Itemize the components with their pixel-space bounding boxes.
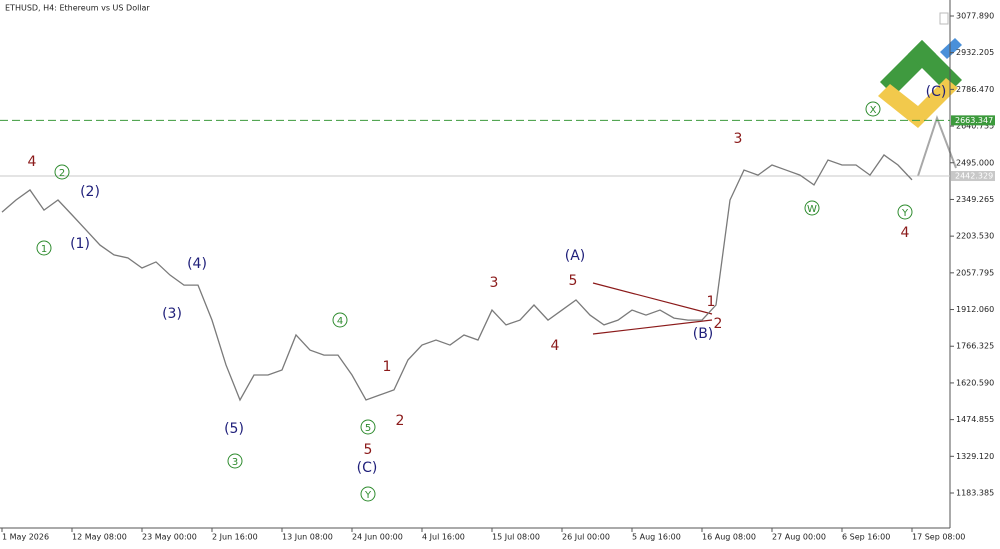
- logo-part: [940, 38, 962, 59]
- wave-label: 3: [232, 457, 238, 468]
- x-tick-label: 13 Jun 08:00: [282, 533, 333, 542]
- wave-label: Y: [364, 490, 372, 501]
- x-tick-label: 2 Jun 16:00: [212, 533, 258, 542]
- x-tick-label: 15 Jul 08:00: [492, 533, 540, 542]
- x-tick-label: 16 Aug 08:00: [702, 533, 756, 542]
- wave-label: 3: [734, 131, 743, 147]
- y-tick-label: 2786.470: [956, 85, 994, 94]
- level-label: 2663.347: [955, 116, 993, 125]
- wave-label: X: [870, 105, 877, 116]
- y-tick-label: 2203.530: [956, 232, 994, 241]
- wave-label: Y: [901, 208, 909, 219]
- trend-line: [592, 282, 713, 315]
- button[interactable]: [939, 12, 949, 25]
- y-tick-label: 1329.120: [956, 452, 994, 461]
- triangle: [592, 282, 713, 335]
- wave-label: (4): [187, 256, 207, 272]
- chart-title: ETHUSD, H4: Ethereum vs US Dollar: [5, 4, 150, 13]
- wave-label: 2: [396, 413, 405, 429]
- y-tick-label: 1766.325: [956, 342, 994, 351]
- wave-circle: [360, 419, 376, 435]
- y-tick-label: 2495.000: [956, 158, 994, 167]
- y-tick-label: 2349.265: [956, 195, 994, 204]
- price-line: [1, 154, 913, 402]
- wave-label: 4: [28, 154, 37, 170]
- wave-label: (B): [693, 326, 714, 342]
- level-label: 2442.329: [955, 172, 993, 181]
- wave-label: 4: [337, 316, 343, 327]
- wave-label: 4: [551, 338, 560, 354]
- y-tick-label: 1620.590: [956, 378, 994, 387]
- y-tick-label: 2932.205: [956, 48, 994, 57]
- y-tick-label: 2640.735: [956, 122, 994, 131]
- wave-label: (A): [565, 248, 586, 264]
- wave-label: 5: [569, 273, 578, 289]
- level-box: [951, 115, 995, 126]
- wave-circle: [332, 312, 348, 328]
- wave-label: (C): [926, 84, 947, 100]
- wave-label: (2): [80, 184, 100, 200]
- x-tick-label: 1 May 2026: [2, 533, 49, 542]
- x-tick-label: 6 Sep 16:00: [842, 533, 890, 542]
- wave-circle: [804, 200, 820, 216]
- level-box: [951, 171, 995, 182]
- x-tick-label: 27 Aug 00:00: [772, 533, 826, 542]
- logo-part: [878, 78, 958, 128]
- wave-label: 2: [59, 168, 65, 179]
- y-tick-label: 1183.385: [956, 489, 994, 498]
- x-tick-label: 26 Jul 00:00: [562, 533, 610, 542]
- logo: [878, 38, 962, 128]
- wave-circle: [865, 101, 881, 117]
- wave-label: 1: [383, 359, 392, 375]
- x-tick-label: 4 Jul 16:00: [422, 533, 465, 542]
- wave-circle: [36, 240, 52, 256]
- wave-label: 5: [364, 442, 373, 458]
- x-tick-label: 5 Aug 16:00: [632, 533, 681, 542]
- y-tick-label: 2057.795: [956, 268, 994, 277]
- wave-label: 4: [901, 225, 910, 241]
- wave-label: 1: [41, 244, 47, 255]
- wave-label: 2: [714, 316, 723, 332]
- wave-label: W: [807, 204, 817, 215]
- wave-circle: [227, 453, 243, 469]
- y-tick-label: 1912.060: [956, 305, 994, 314]
- wave-label: (3): [162, 306, 182, 322]
- wave-label: 3: [490, 275, 499, 291]
- x-tick-label: 17 Sep 08:00: [912, 533, 965, 542]
- wave-circle: [360, 486, 376, 502]
- x-tick-label: 23 May 00:00: [142, 533, 197, 542]
- x-tick-label: 24 Jun 00:00: [352, 533, 403, 542]
- wave-label: 5: [365, 423, 371, 434]
- wave-circle: [897, 204, 913, 220]
- wave-circle: [54, 164, 70, 180]
- y-tick-label: 1474.855: [956, 415, 994, 424]
- wave-label: 1: [707, 294, 716, 310]
- wave-label: (C): [357, 460, 378, 476]
- x-tick-label: 12 May 08:00: [72, 533, 127, 542]
- trend-line: [592, 319, 713, 335]
- wave-label: (1): [70, 236, 90, 252]
- y-tick-label: 3077.890: [956, 11, 994, 20]
- wave-label: (5): [224, 421, 244, 437]
